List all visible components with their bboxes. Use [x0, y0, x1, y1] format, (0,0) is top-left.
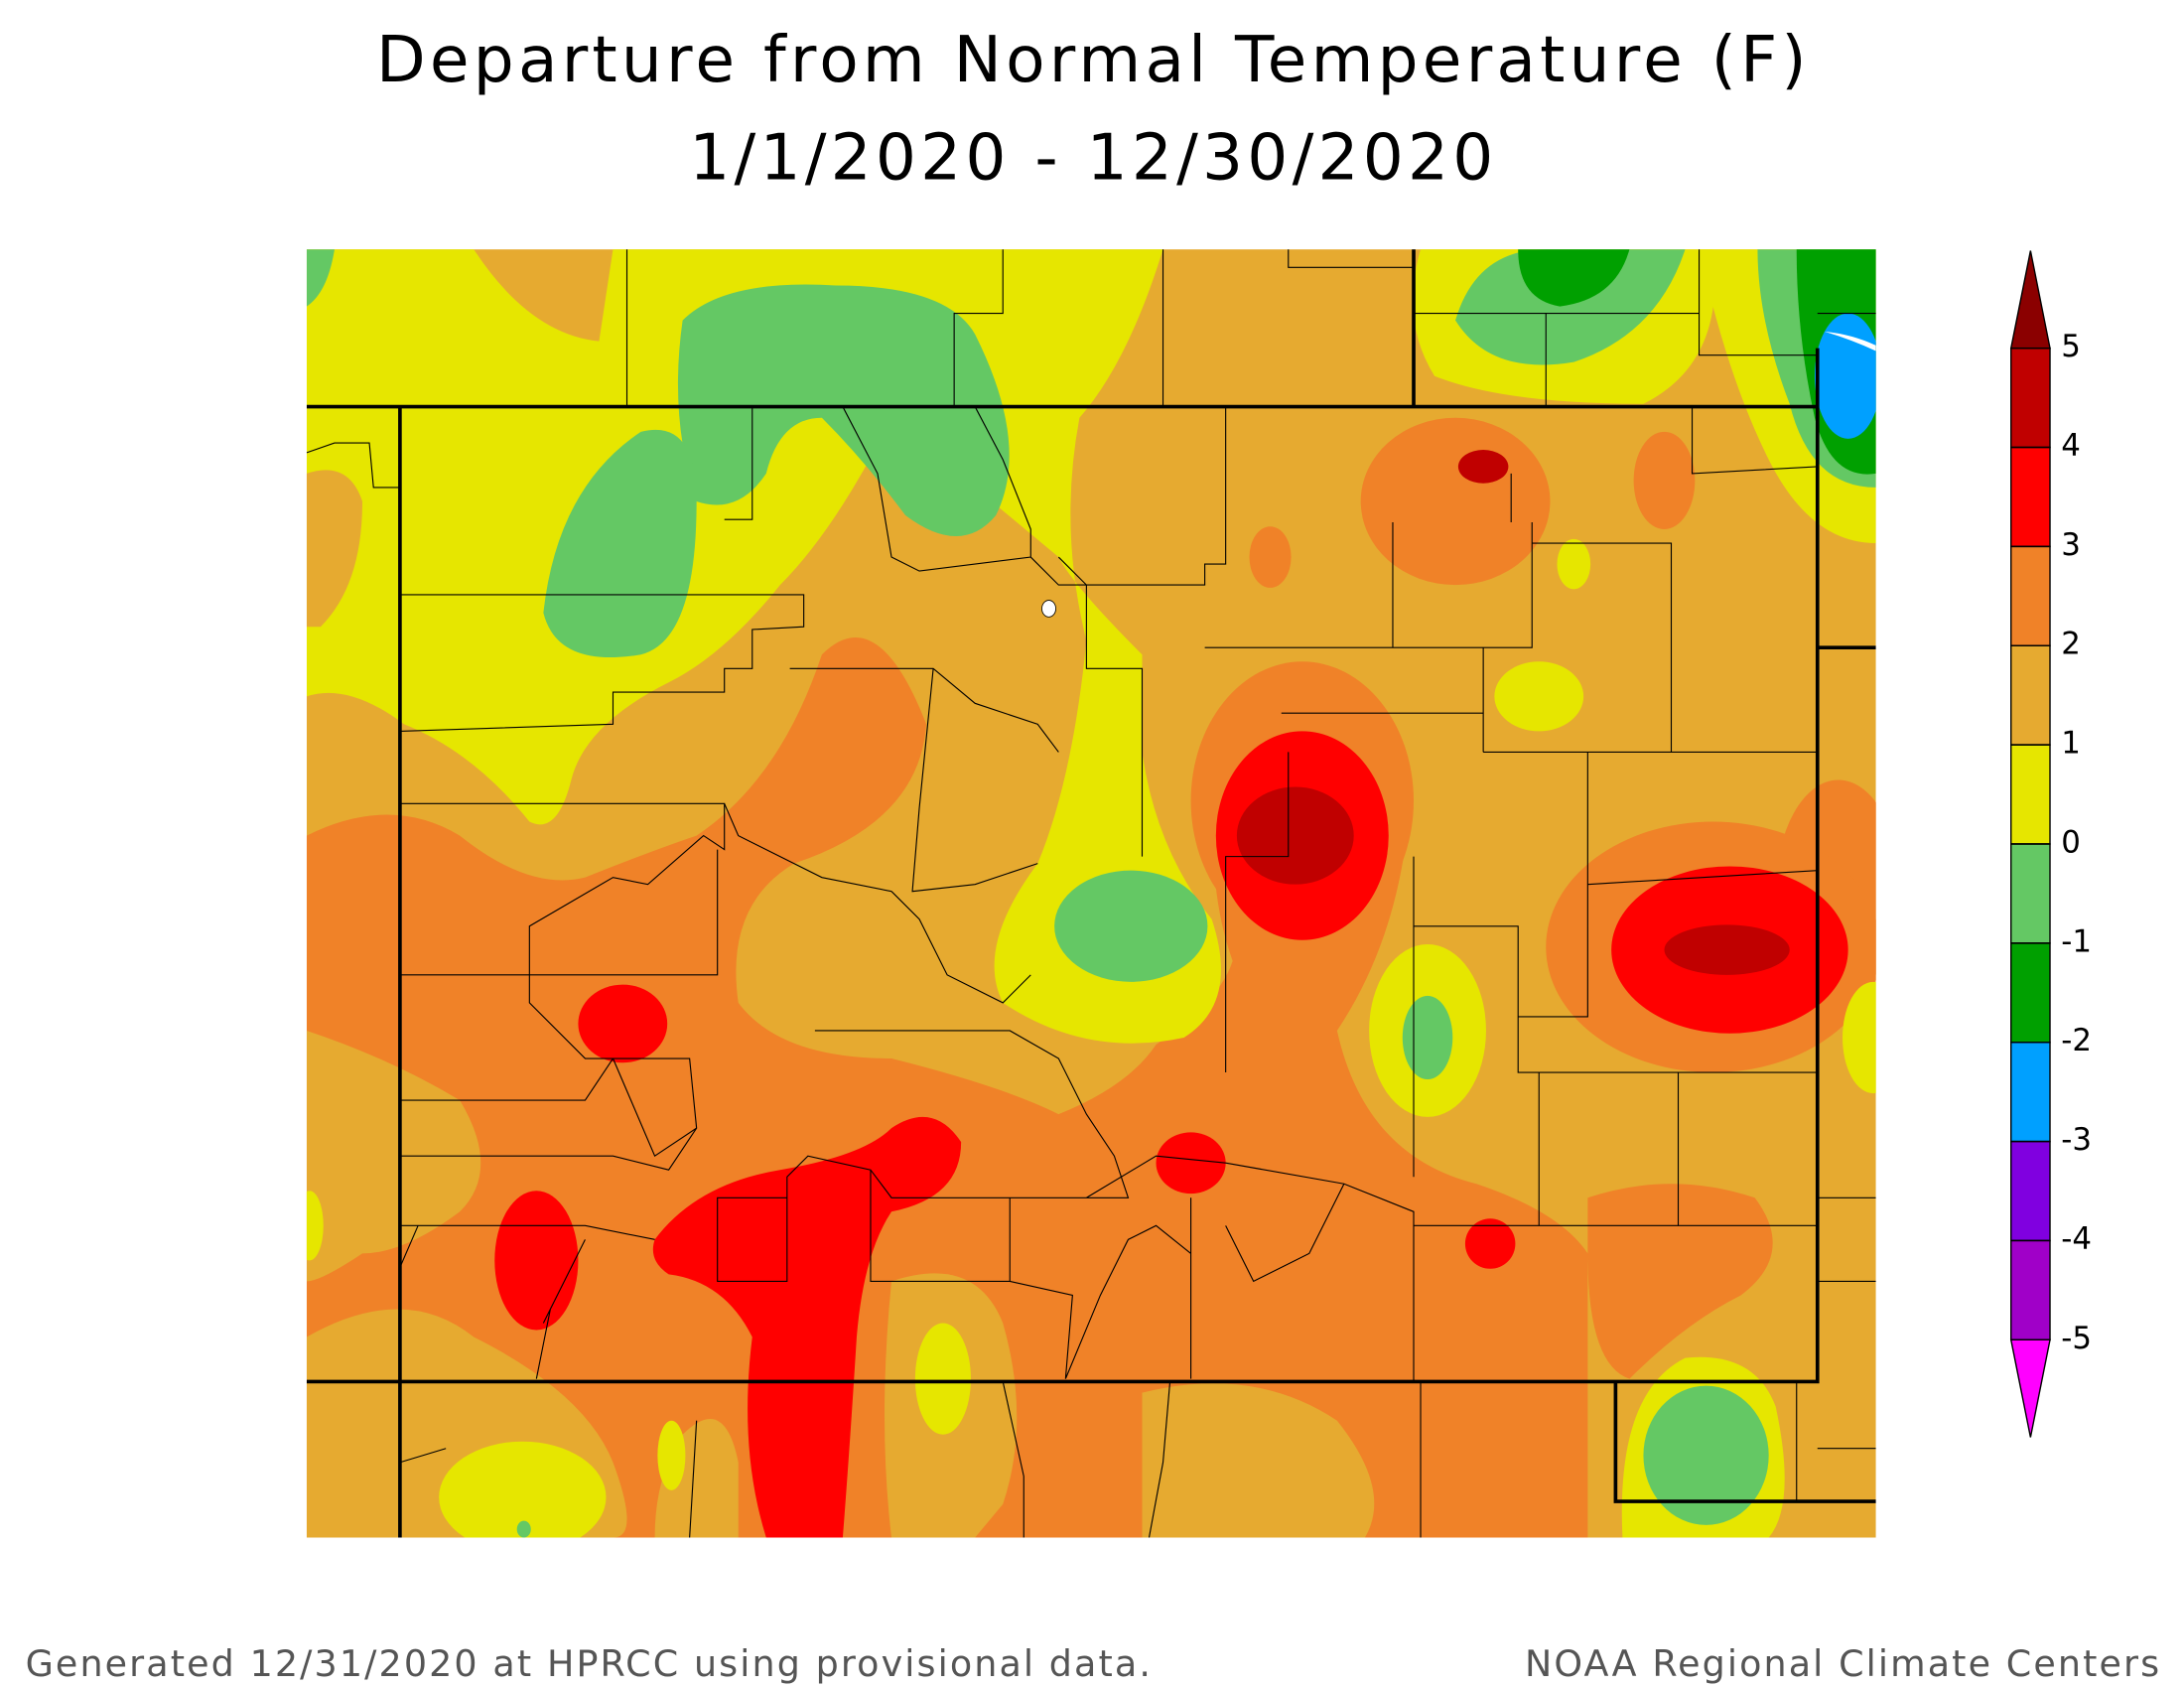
color-scale-swatch — [2010, 644, 2051, 746]
color-scale-label: 3 — [2061, 527, 2081, 563]
color-scale-swatch — [2010, 942, 2051, 1044]
title: Departure from Normal Temperature (F) — [376, 23, 1811, 97]
footer-right: NOAA Regional Climate Centers — [1525, 1642, 2161, 1685]
color-scale-label: 4 — [2061, 428, 2081, 464]
color-scale-label: 0 — [2061, 825, 2081, 861]
color-scale-label: -1 — [2061, 923, 2092, 959]
color-scale-swatch — [2010, 1239, 2051, 1341]
color-scale-label: 5 — [2061, 329, 2081, 364]
color-scale-swatch — [2009, 250, 2051, 350]
color-scale-swatch — [2010, 446, 2051, 548]
color-scale-label: -2 — [2061, 1023, 2092, 1058]
subtitle: 1/1/2020 - 12/30/2020 — [689, 120, 1497, 195]
color-scale-label: -3 — [2061, 1122, 2092, 1158]
color-scale-label: -5 — [2061, 1321, 2092, 1356]
color-scale-label: 1 — [2061, 726, 2081, 762]
footer-left: Generated 12/31/2020 at HPRCC using prov… — [26, 1642, 1153, 1685]
map — [306, 249, 1876, 1538]
color-scale-swatch — [2010, 545, 2051, 646]
color-scale-label: -4 — [2061, 1221, 2092, 1257]
color-scale-swatch — [2010, 1140, 2051, 1242]
color-scale-swatch — [2010, 1042, 2051, 1143]
color-scale-label: 2 — [2061, 627, 2081, 662]
color-scale-swatch — [2010, 347, 2051, 449]
color-scale-swatch — [2010, 843, 2051, 944]
color-scale-swatch — [2009, 1338, 2051, 1438]
color-scale-swatch — [2010, 744, 2051, 845]
color-scale: 5 4 3 2 1 0 -1 -2 -3 -4 -5 — [2009, 250, 2092, 1438]
